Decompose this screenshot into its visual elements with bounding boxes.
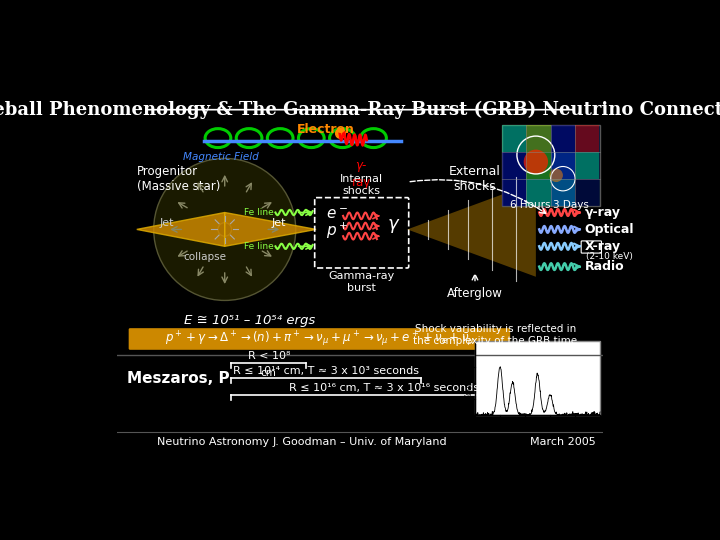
Bar	[551, 125, 575, 152]
Bar	[502, 125, 526, 152]
Text: Electron: Electron	[297, 123, 355, 136]
Text: 4000: 4000	[454, 380, 472, 386]
Text: E ≅ 10⁵¹ – 10⁵⁴ ergs: E ≅ 10⁵¹ – 10⁵⁴ ergs	[184, 314, 315, 327]
FancyBboxPatch shape	[129, 328, 510, 350]
Bar	[526, 179, 551, 206]
Text: $e^-$: $e^-$	[326, 207, 348, 222]
Text: Shock variability is reflected in
the complexity of the GRB time: Shock variability is reflected in the co…	[413, 324, 577, 346]
Text: Gamma-ray
burst: Gamma-ray burst	[328, 272, 395, 293]
Text: Counts/sec: Counts/sec	[464, 357, 473, 399]
Text: collapse: collapse	[183, 252, 226, 262]
Text: 6000: 6000	[454, 364, 472, 370]
Text: Fe line: Fe line	[244, 242, 274, 251]
Text: 0: 0	[472, 420, 477, 428]
Text: R ≤ 10¹⁶ cm, T ≈ 3 x 10¹⁶ seconds: R ≤ 10¹⁶ cm, T ≈ 3 x 10¹⁶ seconds	[289, 383, 479, 393]
Bar	[526, 152, 551, 179]
Circle shape	[523, 150, 548, 174]
Text: 20: 20	[521, 420, 530, 428]
Text: Progenitor
(Massive star): Progenitor (Massive star)	[137, 165, 220, 193]
Text: 50: 50	[595, 420, 605, 428]
Text: March 2005: March 2005	[530, 437, 595, 448]
Text: Internal
shocks: Internal shocks	[340, 174, 383, 195]
Text: J. Goodman – Univ. of Maryland: J. Goodman – Univ. of Maryland	[273, 437, 447, 448]
Text: Fireball Phenomenology & The Gamma-Ray Burst (GRB) Neutrino Connection: Fireball Phenomenology & The Gamma-Ray B…	[0, 101, 720, 119]
Bar	[575, 125, 600, 152]
Polygon shape	[408, 182, 536, 277]
Text: $p^+$: $p^+$	[326, 221, 348, 241]
Text: (2-10 keV): (2-10 keV)	[586, 252, 633, 261]
Bar	[575, 179, 600, 206]
Bar	[551, 152, 575, 179]
FancyBboxPatch shape	[502, 125, 600, 206]
Circle shape	[549, 168, 563, 182]
Bar	[575, 152, 600, 179]
Text: $p^+ + \gamma \rightarrow \Delta^+ \rightarrow (n) + \pi^+ \rightarrow \nu_\mu +: $p^+ + \gamma \rightarrow \Delta^+ \righ…	[165, 329, 474, 349]
Text: Jet: Jet	[271, 218, 286, 228]
Text: γ-ray: γ-ray	[585, 206, 621, 219]
Text: Afterglow: Afterglow	[447, 287, 503, 300]
Text: $\gamma$-
ray: $\gamma$- ray	[352, 160, 371, 190]
Text: cm: cm	[261, 368, 276, 378]
Bar	[551, 179, 575, 206]
Text: 30: 30	[545, 420, 555, 428]
Text: Radio: Radio	[585, 260, 624, 273]
Text: Magnetic Field: Magnetic Field	[184, 152, 259, 163]
Text: X-ray: X-ray	[585, 240, 621, 253]
Text: Neutrino Astronomy: Neutrino Astronomy	[157, 437, 269, 448]
Circle shape	[218, 222, 232, 236]
Text: 40: 40	[570, 420, 580, 428]
Circle shape	[153, 158, 296, 300]
Text: Jet: Jet	[160, 218, 174, 228]
Text: Meszaros, P: Meszaros, P	[127, 371, 229, 386]
FancyBboxPatch shape	[475, 341, 600, 415]
Text: Fe line: Fe line	[244, 208, 274, 217]
Text: $\gamma$: $\gamma$	[387, 217, 400, 235]
Bar	[502, 179, 526, 206]
Text: External
shocks: External shocks	[449, 165, 501, 193]
Bar	[526, 125, 551, 152]
Text: R < 10⁸: R < 10⁸	[248, 352, 290, 361]
Text: 0: 0	[467, 413, 472, 418]
Polygon shape	[137, 213, 225, 246]
Text: 3 Days: 3 Days	[553, 200, 589, 210]
Bar	[502, 152, 526, 179]
Polygon shape	[225, 213, 316, 246]
Text: 6 Hours: 6 Hours	[510, 200, 551, 210]
Text: 2000: 2000	[454, 396, 472, 402]
Text: 10: 10	[495, 420, 505, 428]
Text: R ≤ 10¹⁴ cm, T ≈ 3 x 10³ seconds: R ≤ 10¹⁴ cm, T ≈ 3 x 10³ seconds	[233, 366, 419, 376]
Text: Optical: Optical	[585, 223, 634, 236]
